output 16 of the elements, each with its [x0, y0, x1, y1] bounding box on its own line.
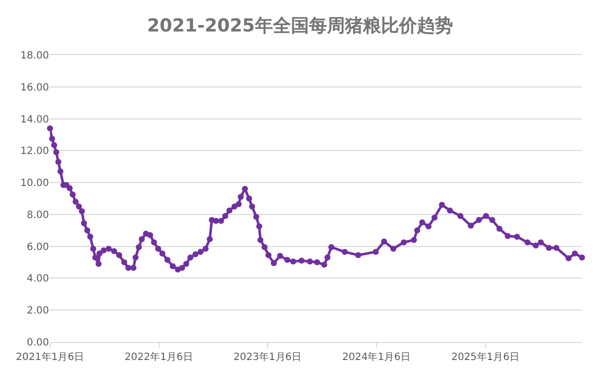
y-tick-label: 12.00	[20, 146, 49, 158]
x-tick-label: 2024年1月6日	[342, 351, 410, 363]
y-tick-label: 8.00	[26, 210, 49, 221]
y-tick-label: 6.00	[26, 242, 49, 253]
x-tick-label: 2025年1月6日	[451, 351, 520, 363]
x-tick-label: 2022年1月6日	[124, 351, 193, 363]
chart-title: 2021-2025年全国每周猪粮比价趋势	[147, 15, 453, 36]
y-tick-label: 2.00	[26, 306, 49, 317]
x-tick-label: 2021年1月6日	[16, 351, 84, 363]
y-tick-label: 18.00	[20, 50, 49, 62]
y-tick-label: 16.00	[20, 82, 49, 94]
y-tick-label: 0.00	[26, 338, 49, 348]
y-tick-label: 14.00	[20, 114, 49, 126]
y-tick-label: 10.00	[20, 178, 49, 190]
y-tick-label: 4.00	[26, 274, 49, 285]
x-tick-label: 2023年1月6日	[233, 351, 302, 363]
